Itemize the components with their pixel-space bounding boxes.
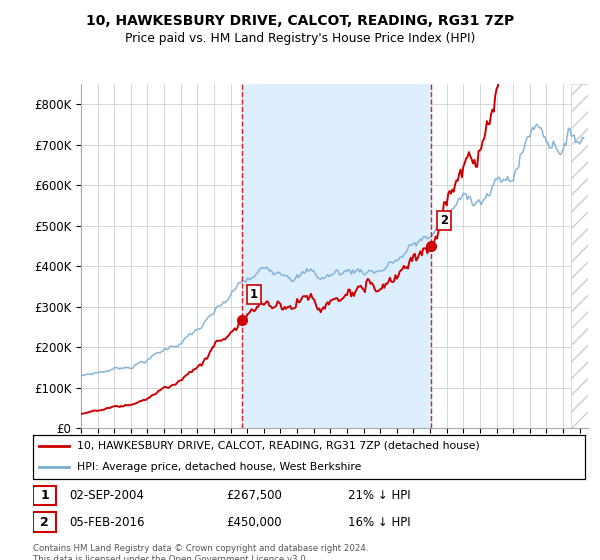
Bar <box>242 84 431 428</box>
Text: 16% ↓ HPI: 16% ↓ HPI <box>347 516 410 529</box>
Text: 05-FEB-2016: 05-FEB-2016 <box>69 516 145 529</box>
Text: Contains HM Land Registry data © Crown copyright and database right 2024.
This d: Contains HM Land Registry data © Crown c… <box>33 544 368 560</box>
Text: £450,000: £450,000 <box>226 516 282 529</box>
Text: 02-SEP-2004: 02-SEP-2004 <box>69 489 144 502</box>
Text: £267,500: £267,500 <box>226 489 282 502</box>
Bar <box>33 512 56 531</box>
Text: 10, HAWKESBURY DRIVE, CALCOT, READING, RG31 7ZP (detached house): 10, HAWKESBURY DRIVE, CALCOT, READING, R… <box>77 441 480 451</box>
Text: 1: 1 <box>250 288 258 301</box>
Text: 10, HAWKESBURY DRIVE, CALCOT, READING, RG31 7ZP: 10, HAWKESBURY DRIVE, CALCOT, READING, R… <box>86 14 514 28</box>
Bar <box>33 486 56 505</box>
Text: 21% ↓ HPI: 21% ↓ HPI <box>347 489 410 502</box>
Text: 2: 2 <box>440 214 448 227</box>
Text: Price paid vs. HM Land Registry's House Price Index (HPI): Price paid vs. HM Land Registry's House … <box>125 32 475 45</box>
Text: 2: 2 <box>40 516 49 529</box>
Text: HPI: Average price, detached house, West Berkshire: HPI: Average price, detached house, West… <box>77 463 362 473</box>
Text: 1: 1 <box>40 489 49 502</box>
